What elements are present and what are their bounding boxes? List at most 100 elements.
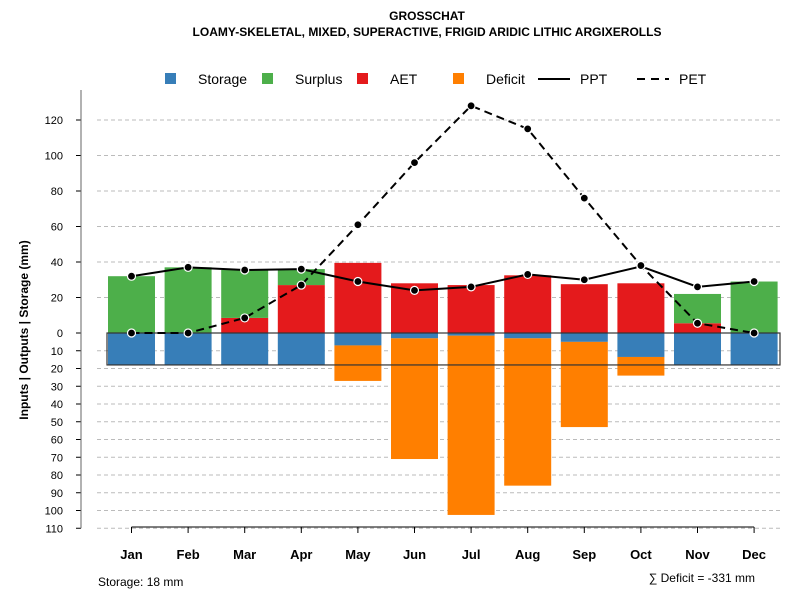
x-tick-label: Jun <box>403 547 426 562</box>
ppt-point <box>126 271 137 281</box>
pet-point <box>126 328 137 338</box>
ppt-point <box>296 264 306 274</box>
legend-label-deficit: Deficit <box>486 71 525 87</box>
y-tick-label: 120 <box>45 115 63 127</box>
aet-bar <box>617 283 665 333</box>
y-tick-label: 60 <box>51 435 63 447</box>
legend-label-ppt: PPT <box>580 71 608 87</box>
storage-bar <box>391 333 438 339</box>
ppt-point <box>749 276 759 287</box>
surplus-bar <box>674 293 721 324</box>
y-axis-label: Inputs | Outputs | Storage (mm) <box>17 240 31 419</box>
legend-swatch-storage <box>165 73 176 84</box>
ppt-point <box>409 285 420 295</box>
storage-bar <box>447 333 495 336</box>
storage-bar <box>221 333 269 365</box>
pet-point <box>353 220 363 230</box>
surplus-bar <box>730 281 778 333</box>
footer-storage: Storage: 18 mm <box>98 575 183 589</box>
chart-title: GROSSCHAT <box>389 9 465 23</box>
x-tick-label: Jan <box>120 547 142 562</box>
y-tick-label: 60 <box>51 222 63 234</box>
pet-point <box>409 158 420 168</box>
ppt-point <box>692 282 703 292</box>
ppt-point <box>240 265 250 275</box>
legend-swatch-aet <box>357 73 368 84</box>
ppt-line <box>131 265 755 292</box>
pet-line <box>131 104 755 334</box>
deficit-bar <box>334 345 382 381</box>
storage-bar <box>560 333 608 342</box>
x-tick-label: Dec <box>742 547 766 562</box>
pet-point <box>240 313 250 323</box>
aet-bar <box>221 317 269 333</box>
x-tick-label: May <box>345 547 371 562</box>
aet-bar <box>447 285 495 333</box>
deficit-bar <box>504 338 552 486</box>
y-tick-label: 100 <box>45 506 63 518</box>
y-tick-label: 100 <box>45 151 63 163</box>
x-tick-label: Nov <box>685 547 710 562</box>
deficit-bar <box>560 341 608 428</box>
storage-bar <box>730 333 778 365</box>
y-tick-label: 90 <box>51 488 63 500</box>
legend-swatch-deficit <box>453 73 464 84</box>
storage-bar <box>164 333 212 365</box>
y-tick-label: 40 <box>51 399 63 411</box>
aet-bar <box>277 285 325 333</box>
surplus-bar <box>221 269 269 318</box>
ppt-point <box>183 262 193 272</box>
y-tick-label: 10 <box>51 346 63 358</box>
storage-capacity-box <box>106 332 781 366</box>
deficit-bar <box>447 335 495 515</box>
surplus-bar <box>164 267 212 333</box>
storage-bar <box>617 333 665 357</box>
ppt-point <box>523 269 533 280</box>
pet-point <box>523 124 533 134</box>
aet-bar <box>504 275 552 333</box>
x-tick-label: Apr <box>290 547 312 562</box>
y-tick-label: 30 <box>51 381 63 393</box>
x-tick-label: Sep <box>572 547 596 562</box>
y-tick-label: 20 <box>51 364 63 376</box>
deficit-bar <box>617 356 665 376</box>
x-tick-label: Mar <box>233 547 256 562</box>
ppt-point <box>353 276 363 287</box>
y-tick-label: 80 <box>51 470 63 482</box>
pet-point <box>692 318 703 328</box>
ppt-point <box>466 282 476 292</box>
storage-bar <box>108 333 155 365</box>
y-tick-label: 50 <box>51 417 63 429</box>
y-tick-label: 110 <box>45 523 63 535</box>
ppt-point <box>579 275 589 285</box>
pet-point <box>183 328 193 338</box>
pet-point <box>579 193 589 203</box>
footer-deficit: ∑ Deficit = -331 mm <box>649 571 755 585</box>
x-tick-label: Feb <box>177 547 200 562</box>
legend-label-storage: Storage <box>198 71 247 87</box>
y-tick-label: 0 <box>57 328 63 340</box>
storage-bar <box>674 333 721 365</box>
storage-bar <box>504 333 552 339</box>
pet-point <box>296 280 306 290</box>
storage-bar <box>334 333 382 346</box>
y-tick-label: 70 <box>51 452 63 464</box>
y-tick-label: 20 <box>51 293 63 305</box>
aet-bar <box>334 262 382 333</box>
storage-bar <box>277 333 325 365</box>
legend-swatch-surplus <box>262 73 273 84</box>
y-tick-label: 80 <box>51 186 63 198</box>
x-tick-label: Oct <box>630 547 652 562</box>
legend-label-aet: AET <box>390 71 418 87</box>
surplus-bar <box>108 276 155 333</box>
legend-label-pet: PET <box>679 71 707 87</box>
deficit-bar <box>391 338 438 460</box>
x-tick-label: Jul <box>462 547 481 562</box>
aet-bar <box>674 323 721 333</box>
pet-point <box>466 101 476 111</box>
legend-label-surplus: Surplus <box>295 71 342 87</box>
chart-subtitle: LOAMY-SKELETAL, MIXED, SUPERACTIVE, FRIG… <box>193 25 662 39</box>
pet-point <box>749 328 759 338</box>
x-tick-label: Aug <box>515 547 540 562</box>
